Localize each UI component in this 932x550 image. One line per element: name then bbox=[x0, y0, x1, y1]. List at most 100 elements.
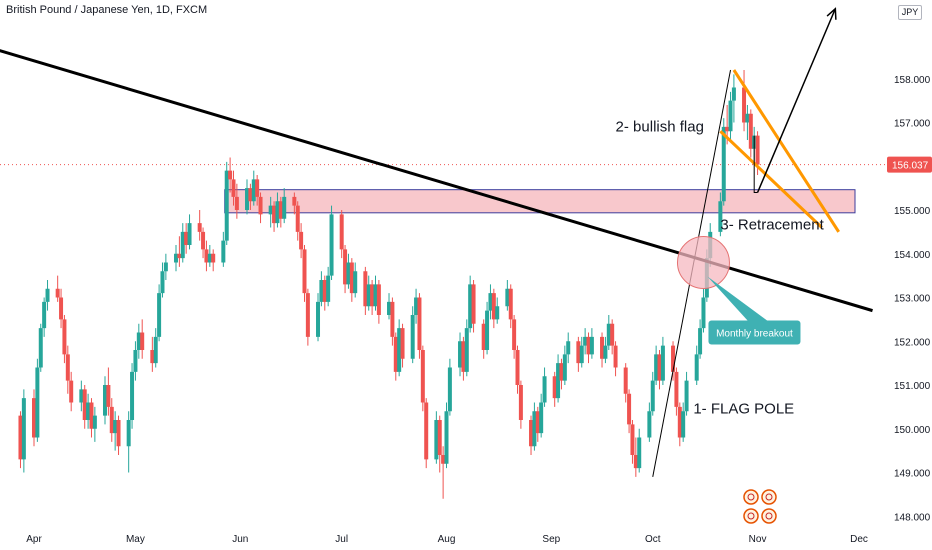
candle-body bbox=[718, 201, 723, 232]
x-tick-label: Apr bbox=[26, 534, 42, 545]
candle-body bbox=[410, 315, 415, 359]
candle-body bbox=[481, 323, 486, 350]
candle-body bbox=[82, 389, 87, 420]
candle-body bbox=[126, 420, 131, 447]
flag-channel-upper bbox=[732, 69, 840, 233]
support-zone-group bbox=[224, 189, 856, 214]
candle-body bbox=[586, 336, 591, 355]
candle-body bbox=[305, 293, 310, 337]
candle-body bbox=[684, 380, 689, 412]
candle-body bbox=[461, 341, 466, 372]
candle-body bbox=[32, 398, 36, 438]
candle-body bbox=[529, 420, 534, 447]
candle-body bbox=[59, 297, 64, 320]
y-tick-label: 153.000 bbox=[894, 294, 931, 305]
candle-body bbox=[302, 249, 307, 294]
candle-body bbox=[579, 345, 584, 364]
breakout-circle bbox=[676, 236, 730, 289]
callout-pointer bbox=[707, 276, 769, 322]
callout-box bbox=[708, 320, 801, 345]
candle-body bbox=[275, 201, 280, 224]
candle-body bbox=[660, 345, 665, 381]
logo-badge bbox=[761, 489, 777, 505]
candle-body bbox=[650, 380, 655, 412]
candle-body bbox=[627, 393, 632, 425]
candle-body bbox=[42, 301, 47, 329]
projection-arrow-head bbox=[826, 7, 837, 20]
candle-body bbox=[671, 345, 676, 372]
candle-body bbox=[268, 205, 273, 215]
candle-body bbox=[251, 179, 256, 202]
candle-body bbox=[414, 297, 419, 315]
candle-body bbox=[373, 284, 378, 307]
candle-body bbox=[316, 301, 321, 337]
candle-body bbox=[701, 297, 706, 329]
candle-body bbox=[55, 288, 60, 298]
y-tick-label: 152.000 bbox=[894, 337, 931, 348]
candle-body bbox=[248, 188, 253, 202]
candle-body bbox=[353, 271, 358, 294]
candle-body bbox=[397, 328, 402, 372]
support-zone bbox=[224, 189, 856, 214]
projection-arrow-line bbox=[756, 8, 837, 193]
candle-body bbox=[606, 323, 611, 346]
candle-body bbox=[174, 253, 179, 263]
logo-badge-inner bbox=[747, 512, 755, 520]
candle-body bbox=[637, 437, 642, 469]
candle-body bbox=[681, 411, 686, 438]
candle-body bbox=[728, 100, 733, 132]
candle-body bbox=[485, 310, 490, 350]
candle-body bbox=[464, 328, 469, 372]
candle-body bbox=[153, 336, 158, 364]
candle-body bbox=[576, 341, 581, 364]
candle-body bbox=[742, 87, 747, 123]
candle-body bbox=[552, 376, 557, 399]
candle-body bbox=[441, 455, 446, 464]
last-price-badge: 156.037 bbox=[887, 156, 932, 173]
chart-title: British Pound / Japanese Yen, 1D, FXCM bbox=[6, 4, 208, 16]
candle-body bbox=[566, 341, 571, 355]
x-tick-label: Jul bbox=[335, 534, 348, 545]
drawings-group bbox=[0, 7, 873, 477]
monthly-breakout-callout[interactable]: Monthly breakout bbox=[707, 276, 801, 345]
candle-body bbox=[434, 420, 439, 460]
candle-body bbox=[38, 328, 43, 368]
candle-body bbox=[224, 170, 229, 241]
candle-body bbox=[207, 253, 212, 263]
candle-body bbox=[731, 87, 736, 101]
candle-body bbox=[495, 306, 500, 320]
candle-body bbox=[437, 420, 442, 455]
y-tick-label: 158.000 bbox=[894, 75, 931, 86]
candle-body bbox=[647, 411, 652, 438]
candle-body bbox=[86, 402, 91, 420]
candle-body bbox=[532, 411, 537, 447]
time-axis[interactable]: Apr May Jun Jul Aug Sep Oct Nov Dec bbox=[26, 534, 868, 545]
candle-body bbox=[349, 262, 354, 294]
currency-button[interactable]: JPY bbox=[898, 5, 922, 20]
last-price-badge-bg bbox=[887, 156, 932, 173]
candle-body bbox=[539, 402, 544, 434]
candle-body bbox=[491, 293, 496, 320]
y-tick-label: 154.000 bbox=[894, 250, 931, 261]
candle-body bbox=[221, 240, 226, 263]
x-tick-label: Sep bbox=[542, 534, 560, 545]
candle-body bbox=[258, 196, 263, 215]
candle-body bbox=[130, 371, 135, 420]
candle-body bbox=[387, 301, 392, 315]
candle-body bbox=[299, 231, 304, 250]
candle-body bbox=[184, 231, 189, 245]
flag-channel-lower bbox=[719, 130, 823, 229]
candle-body bbox=[471, 284, 476, 324]
candle-body bbox=[556, 363, 561, 399]
x-tick-label: Jun bbox=[232, 534, 248, 545]
candle-body bbox=[157, 293, 162, 337]
logo-badge-inner bbox=[765, 493, 773, 501]
candle-body bbox=[542, 376, 547, 403]
candle-body bbox=[92, 415, 97, 429]
candle-body bbox=[518, 385, 523, 420]
candle-body bbox=[343, 249, 348, 285]
candle-body bbox=[458, 341, 463, 368]
price-axis[interactable]: 148.000 149.000 150.000 151.000 152.000 153.0… bbox=[894, 75, 931, 524]
candle-body bbox=[133, 350, 138, 372]
